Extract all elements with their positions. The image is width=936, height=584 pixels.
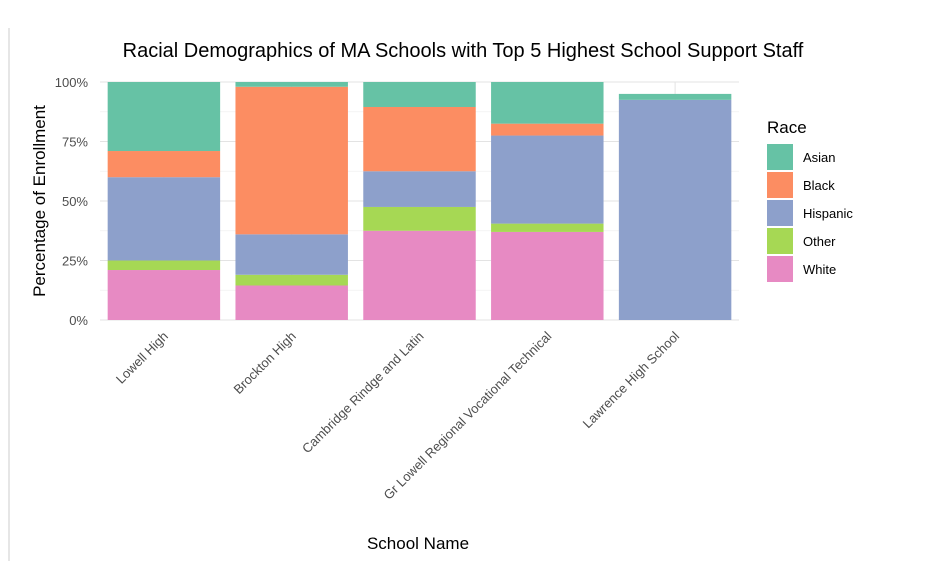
bar-segment-white [235,285,348,320]
legend-swatch-other [767,228,793,254]
legend-label-hispanic: Hispanic [803,206,853,221]
bar-segment-asian [363,82,476,107]
bar-segment-other [235,274,348,286]
bar-segment-asian [491,82,604,124]
bar-segment-black [107,151,221,178]
y-tick-label: 0% [69,313,88,328]
x-tick-label: Lawrence High School [580,328,683,431]
legend-label-other: Other [803,234,836,249]
x-axis-ticks: Lowell High Brockton High Cambridge Rindge… [113,328,682,502]
y-tick-label: 100% [55,75,89,90]
bar-segment-hispanic [235,234,348,275]
bar-segment-hispanic [618,99,732,320]
y-axis-label: Percentage of Enrollment [30,105,49,297]
bar-segment-asian [235,82,348,87]
legend-label-asian: Asian [803,150,836,165]
bar-segment-white [363,230,476,320]
bar-segment-black [235,86,348,235]
bar-segment-asian [107,82,221,152]
legend-swatch-white [767,256,793,282]
x-tick-label: Lowell High [113,329,171,387]
bar-segment-black [363,106,476,172]
legend: Race Asian Black Hispanic Other White [767,118,853,282]
bar-segment-white [491,231,604,320]
bar-segment-hispanic [363,171,476,207]
y-axis-ticks: 0% 25% 50% 75% 100% [55,75,89,328]
chart-title: Racial Demographics of MA Schools with T… [123,40,804,62]
legend-swatch-black [767,172,793,198]
bar-segment-black [491,123,604,136]
left-border [8,28,10,561]
y-tick-label: 25% [62,254,88,269]
x-tick-label: Cambridge Rindge and Latin [299,329,427,457]
bar-segment-asian [618,93,732,100]
y-tick-label: 50% [62,194,88,209]
legend-label-white: White [803,262,836,277]
x-axis-label: School Name [367,534,469,553]
bars [107,82,732,320]
bar-segment-other [491,223,604,232]
bar-segment-hispanic [107,177,221,261]
legend-swatch-asian [767,144,793,170]
bar-segment-other [107,260,221,271]
bar-segment-hispanic [491,135,604,224]
y-tick-label: 75% [62,135,88,150]
bar-segment-white [107,270,221,320]
legend-swatch-hispanic [767,200,793,226]
legend-title: Race [767,118,807,137]
legend-label-black: Black [803,178,835,193]
x-tick-label: Brockton High [230,329,298,397]
bar-segment-other [363,206,476,231]
